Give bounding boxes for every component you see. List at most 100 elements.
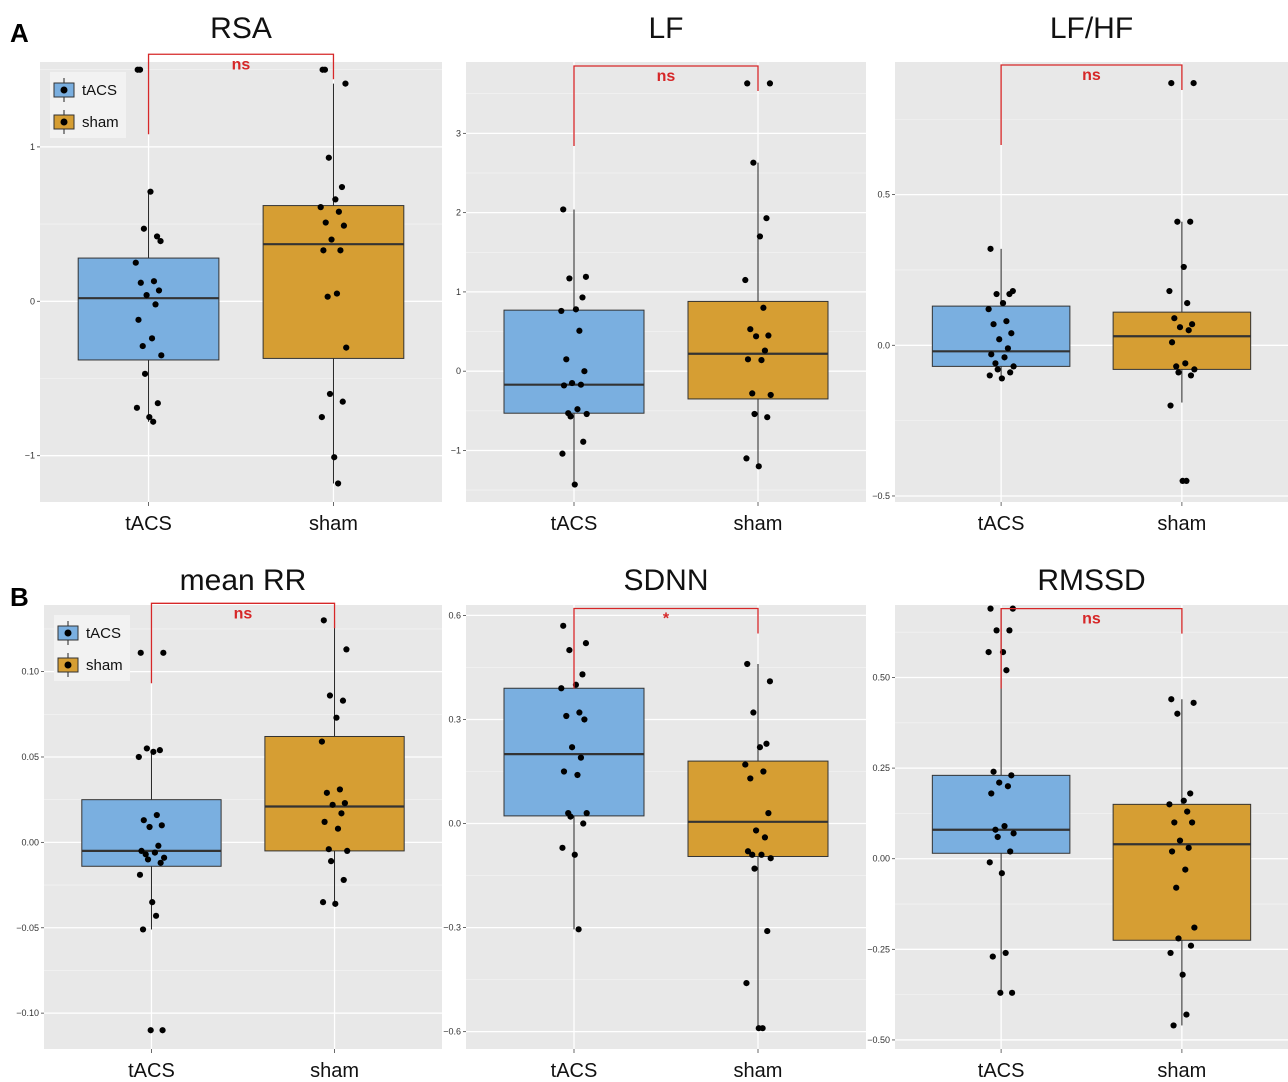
data-point bbox=[335, 480, 342, 487]
data-point bbox=[572, 306, 580, 313]
data-point bbox=[142, 851, 149, 858]
data-point bbox=[993, 290, 1000, 298]
legend-label-sham: sham bbox=[82, 114, 119, 131]
data-point bbox=[1179, 971, 1186, 978]
data-point bbox=[152, 301, 159, 308]
data-point bbox=[1170, 1022, 1177, 1029]
data-point bbox=[341, 799, 348, 807]
data-point bbox=[1174, 218, 1181, 225]
panel-title: LF/HF bbox=[1050, 12, 1133, 45]
data-point bbox=[568, 379, 576, 387]
data-point bbox=[747, 775, 754, 782]
data-point bbox=[998, 375, 1005, 382]
data-point bbox=[1189, 819, 1196, 826]
legend-key-point bbox=[60, 118, 68, 126]
box-sham bbox=[1112, 311, 1252, 370]
data-point bbox=[1167, 402, 1174, 409]
x-tick-label: sham bbox=[734, 513, 783, 535]
data-point bbox=[750, 159, 757, 166]
data-point bbox=[137, 279, 144, 286]
data-point bbox=[758, 356, 765, 364]
box-tacs bbox=[77, 257, 220, 361]
data-point bbox=[1175, 935, 1182, 942]
data-point bbox=[1001, 822, 1008, 830]
data-point bbox=[579, 294, 586, 301]
panel-title: LF bbox=[648, 12, 683, 45]
legend-key-point bbox=[64, 629, 72, 637]
x-tick-label: sham bbox=[1157, 1060, 1206, 1082]
box-sham bbox=[264, 735, 405, 852]
y-tick-label: 0.05 bbox=[21, 752, 39, 762]
box-sham bbox=[687, 760, 829, 857]
data-point bbox=[992, 826, 999, 833]
y-tick-label: 0 bbox=[456, 366, 461, 376]
box-tacs bbox=[503, 687, 645, 817]
data-point bbox=[756, 744, 764, 751]
data-point bbox=[558, 307, 565, 315]
panel-title: RSA bbox=[210, 12, 272, 45]
significance-bracket bbox=[147, 53, 335, 135]
data-point bbox=[339, 398, 346, 405]
data-point bbox=[157, 859, 164, 866]
data-point bbox=[333, 290, 341, 297]
significance-bracket bbox=[1000, 64, 1183, 146]
chart-panel-lf-hf: −0.5 0.0 0.5 ns tACS sham LF/HF bbox=[872, 12, 1288, 535]
data-point bbox=[320, 247, 327, 254]
data-point bbox=[154, 400, 161, 407]
data-point bbox=[161, 854, 168, 861]
data-point bbox=[560, 622, 567, 629]
x-tick-label: tACS bbox=[551, 513, 598, 535]
data-point bbox=[767, 391, 774, 399]
box-tacs bbox=[931, 305, 1071, 367]
data-point bbox=[342, 80, 349, 87]
data-point bbox=[322, 219, 329, 226]
x-tick-label: sham bbox=[310, 1060, 359, 1082]
data-point bbox=[144, 856, 152, 863]
data-point bbox=[765, 332, 772, 339]
data-point bbox=[1171, 819, 1178, 826]
data-point bbox=[1007, 369, 1014, 376]
significance-bracket bbox=[150, 602, 336, 684]
data-point bbox=[1184, 299, 1191, 307]
data-point bbox=[1003, 318, 1010, 325]
data-point bbox=[1176, 837, 1184, 844]
data-point bbox=[764, 414, 771, 421]
box-tacs bbox=[81, 799, 222, 867]
data-point bbox=[580, 438, 587, 445]
data-point bbox=[985, 649, 992, 656]
box-sham bbox=[262, 205, 405, 359]
data-point bbox=[566, 275, 573, 282]
data-point bbox=[1004, 783, 1012, 790]
data-point bbox=[150, 748, 157, 755]
data-point bbox=[338, 183, 346, 191]
data-point bbox=[987, 245, 994, 252]
data-point bbox=[328, 236, 335, 243]
data-point bbox=[340, 222, 348, 229]
legend-label-sham: sham bbox=[86, 657, 123, 674]
data-point bbox=[571, 851, 578, 858]
data-point bbox=[334, 825, 342, 832]
data-point bbox=[563, 712, 570, 720]
significance-bracket bbox=[573, 607, 759, 689]
data-point bbox=[1003, 667, 1010, 674]
significance-bracket bbox=[573, 65, 759, 146]
data-point bbox=[560, 768, 568, 775]
data-point bbox=[332, 900, 339, 907]
y-tick-label: 0.50 bbox=[872, 672, 890, 682]
data-point bbox=[568, 744, 576, 751]
data-point bbox=[749, 390, 756, 397]
data-point bbox=[320, 617, 327, 624]
data-point bbox=[157, 237, 164, 245]
data-point bbox=[563, 356, 570, 363]
chart-panel-rmssd: −0.50 −0.25 0.00 0.25 0.50 ns tACS sham RMSSD bbox=[867, 564, 1288, 1082]
data-point bbox=[146, 823, 153, 831]
data-point bbox=[139, 926, 147, 933]
data-point bbox=[1190, 699, 1197, 706]
data-point bbox=[744, 356, 752, 363]
data-point bbox=[1191, 924, 1198, 931]
data-point bbox=[1173, 363, 1180, 370]
data-point bbox=[1184, 808, 1191, 815]
data-point bbox=[752, 827, 760, 834]
data-point bbox=[577, 754, 585, 761]
data-point bbox=[571, 481, 578, 488]
